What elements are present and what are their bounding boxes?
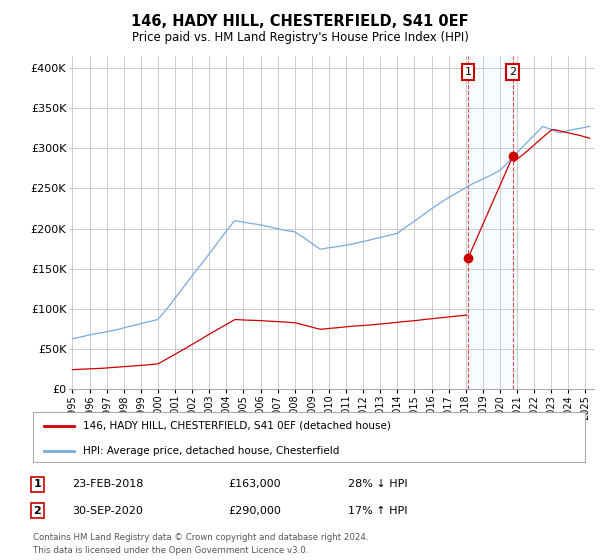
Text: 146, HADY HILL, CHESTERFIELD, S41 0EF: 146, HADY HILL, CHESTERFIELD, S41 0EF [131,14,469,29]
Text: £163,000: £163,000 [228,479,281,489]
Text: 23-FEB-2018: 23-FEB-2018 [72,479,143,489]
Text: 28% ↓ HPI: 28% ↓ HPI [348,479,407,489]
Text: Price paid vs. HM Land Registry's House Price Index (HPI): Price paid vs. HM Land Registry's House … [131,31,469,44]
Text: £290,000: £290,000 [228,506,281,516]
Text: 1: 1 [464,67,472,77]
Text: 2: 2 [509,67,517,77]
Text: Contains HM Land Registry data © Crown copyright and database right 2024.: Contains HM Land Registry data © Crown c… [33,533,368,542]
Text: 1: 1 [34,479,41,489]
Bar [468,56,513,389]
Text: 30-SEP-2020: 30-SEP-2020 [72,506,143,516]
Text: This data is licensed under the Open Government Licence v3.0.: This data is licensed under the Open Gov… [33,546,308,555]
Text: HPI: Average price, detached house, Chesterfield: HPI: Average price, detached house, Ches… [83,446,339,456]
Text: 17% ↑ HPI: 17% ↑ HPI [348,506,407,516]
Text: 146, HADY HILL, CHESTERFIELD, S41 0EF (detached house): 146, HADY HILL, CHESTERFIELD, S41 0EF (d… [83,421,391,431]
Text: 2: 2 [34,506,41,516]
